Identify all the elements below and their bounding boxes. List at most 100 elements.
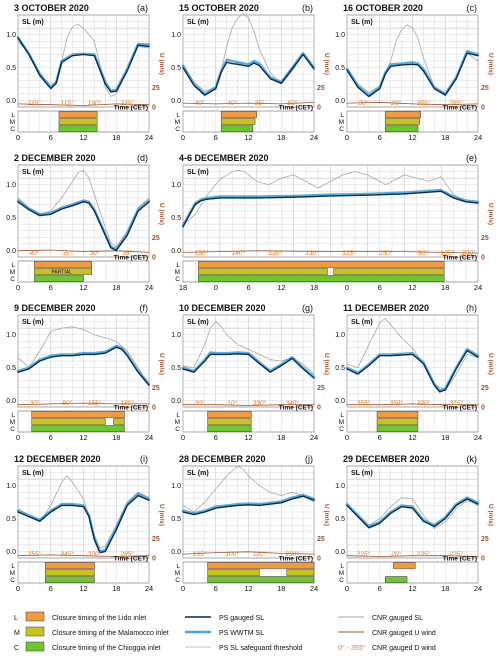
panel-g: 10 DECEMBER 2020 (g) SL (m) 1.0 0.5 0.0 25 0 U (…: [171, 303, 330, 442]
closure-bar-l: [45, 562, 95, 569]
sl-axis-label: SL (m): [22, 19, 44, 26]
x-tick-label: 12: [79, 584, 87, 593]
series-u-wind: [182, 250, 479, 254]
series-ps-wwtm: [181, 493, 316, 515]
sl-tick-label: 1.0: [335, 483, 345, 490]
wind-direction-label: 135°: [268, 249, 282, 257]
u-tick-label: 25: [152, 385, 160, 392]
inlet-letter: L: [11, 112, 15, 119]
wind-direction-label: 150°: [379, 249, 393, 257]
x-tick-label: 12: [79, 433, 87, 442]
sl-axis-label: SL (m): [187, 470, 209, 477]
legend-swatch: [25, 641, 45, 652]
sl-tick-label: 0.0: [335, 98, 345, 105]
x-tick-label: 0: [345, 133, 349, 142]
closure-bar-m: [333, 268, 445, 275]
x-tick-label: 0: [181, 584, 185, 593]
u-axis-label: U (m/s): [158, 203, 165, 225]
series-cnr-sl: [346, 317, 479, 392]
panel-letter: (d): [137, 153, 148, 163]
wind-direction-label: 140°: [232, 249, 246, 257]
sl-tick-label: 1.0: [171, 32, 181, 39]
sl-axis-label: SL (m): [187, 19, 209, 26]
closure-bar-m: [31, 418, 106, 425]
panel-letter: (i): [140, 454, 148, 464]
x-tick-label: 24: [474, 283, 482, 292]
inlet-letter: L: [340, 412, 344, 419]
x-tick-label: 12: [244, 133, 252, 142]
panel-title: 16 OCTOBER 2020: [343, 3, 423, 13]
u-axis-label: U (m/s): [323, 504, 330, 526]
legend-letter: C: [14, 645, 19, 652]
sl-tick-label: 0.0: [171, 549, 181, 556]
x-tick-label: 12: [244, 584, 252, 593]
legend-label: CNR gauged D wind: [372, 645, 436, 652]
closure-bar-c: [58, 125, 98, 132]
x-tick-label: 18: [112, 584, 120, 593]
series-u-wind: [17, 103, 150, 106]
panel-letter: (g): [302, 303, 313, 313]
panel-title: 9 DECEMBER 2020: [14, 303, 96, 313]
u-axis-label: U (m/s): [487, 53, 494, 75]
sl-tick-label: 1.0: [335, 32, 345, 39]
x-tick-label: 18: [112, 433, 120, 442]
u-axis-label: U (m/s): [487, 353, 494, 375]
legend-item: PS gauged SL: [185, 615, 264, 622]
series-u-wind: [182, 551, 315, 555]
inlet-letter: M: [175, 269, 180, 276]
wind-direction-label: 30°: [29, 399, 39, 407]
series-ps-wwtm: [181, 188, 480, 227]
series-cnr-sl: [17, 326, 150, 387]
x-tick-label: 18: [277, 433, 285, 442]
closure-bar-m: [384, 118, 420, 125]
u-axis-label: U (m/s): [487, 504, 494, 526]
series-ps-wwtm: [345, 49, 480, 97]
legend-label: Closure timing of the Lido inlet: [52, 615, 146, 622]
legend-text-symbol: 0° - 355°: [338, 644, 366, 652]
series-ps-gauged: [346, 498, 479, 529]
wind-direction-label: 120°: [253, 550, 267, 558]
x-tick-label: 0: [16, 433, 20, 442]
wind-direction-label: 30°: [89, 249, 99, 257]
closure-bar-l: [220, 111, 257, 118]
x-tick-label: 6: [49, 584, 53, 593]
series-ps-gauged: [346, 52, 479, 98]
wind-direction-label: 320°: [417, 399, 431, 407]
panel-title: 12 DECEMBER 2020: [14, 454, 101, 464]
legend-label: PS WWTM SL: [219, 630, 264, 637]
legend-item: CNR gauged U wind: [338, 630, 436, 637]
inlet-letter: L: [11, 412, 15, 419]
sl-tick-label: 0.0: [171, 248, 181, 255]
sl-tick-label: 0.0: [6, 248, 16, 255]
u-tick-label: 25: [481, 85, 489, 92]
u-tick-label: 0: [317, 105, 321, 112]
wind-direction-label: 135°: [193, 550, 207, 558]
sl-axis-label: SL (m): [187, 169, 209, 176]
closure-bar-m: [58, 118, 98, 125]
wind-direction-label: 235°: [119, 99, 134, 107]
panel-title: 29 DECEMBER 2020: [343, 454, 430, 464]
series-u-wind: [17, 402, 150, 406]
u-tick-label: 0: [481, 105, 485, 112]
sl-tick-label: 1.0: [171, 483, 181, 490]
closure-bar-m: [207, 418, 252, 425]
sl-tick-label: 0.5: [6, 65, 16, 72]
series-ps-gauged: [17, 494, 150, 554]
sl-tick-label: 0.0: [171, 398, 181, 405]
inlet-letter: M: [10, 419, 15, 426]
time-axis-label: Time (CET): [279, 405, 313, 412]
panel-a: 3 OCTOBER 2020 (a) SL (m) 1.0 0.5 0.0 25 0 U (m/…: [6, 3, 165, 142]
panel-title: 4-6 DECEMBER 2020: [179, 153, 269, 163]
series-ps-gauged: [346, 349, 479, 393]
x-tick-label: 0: [16, 584, 20, 593]
closure-bar-c: [31, 425, 125, 432]
panel-letter: (h): [466, 303, 477, 313]
sl-tick-label: 0.5: [6, 365, 16, 372]
inlet-letter: C: [175, 577, 180, 584]
u-tick-label: 25: [152, 536, 160, 543]
sl-tick-label: 0.0: [171, 98, 181, 105]
inlet-letter: L: [176, 262, 180, 269]
inlet-letter: L: [176, 112, 180, 119]
sl-tick-label: 0.5: [171, 365, 181, 372]
